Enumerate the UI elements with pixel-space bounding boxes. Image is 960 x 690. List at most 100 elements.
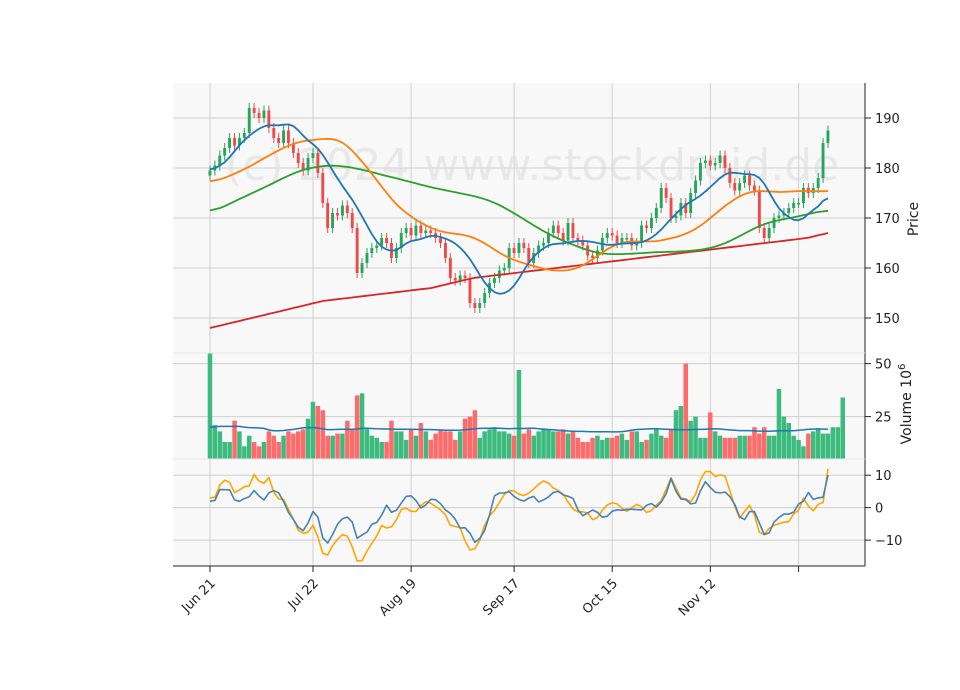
volume-bar <box>345 420 350 459</box>
ma-long-line <box>209 164 829 256</box>
volume-bar <box>605 437 610 459</box>
candle-body <box>394 248 398 258</box>
volume-bar <box>776 389 782 459</box>
ma-mid-line <box>209 137 829 272</box>
volume-bar <box>310 401 316 459</box>
candle-body <box>728 168 732 183</box>
volume-bar <box>379 442 384 459</box>
candle-body <box>556 225 560 233</box>
volume-bar <box>399 431 404 459</box>
candle-body <box>708 160 712 166</box>
volume-bar <box>815 429 821 459</box>
volume-bar <box>531 435 536 459</box>
candle-body <box>218 155 222 166</box>
volume-axis-title-exponent: 6 <box>897 364 908 370</box>
volume-bar <box>271 435 276 459</box>
volume-bar <box>477 437 482 459</box>
candle-body <box>777 215 781 218</box>
candle-body <box>370 248 374 253</box>
price-layer <box>208 103 830 329</box>
candle-body <box>802 188 805 203</box>
candle-body <box>620 238 624 243</box>
candle-body <box>473 303 477 308</box>
candle-body <box>375 245 379 248</box>
volume-bar <box>546 429 551 459</box>
candle-body <box>208 170 212 176</box>
volume-bar <box>747 435 752 459</box>
candle-body <box>527 248 531 263</box>
volume-bar <box>766 435 772 459</box>
volume-bar <box>335 433 340 459</box>
volume-bar <box>227 442 232 459</box>
volume-bar <box>551 431 556 459</box>
candle-body <box>699 163 702 181</box>
volume-bar <box>575 437 581 459</box>
candle-body <box>355 228 359 273</box>
candle-body <box>238 138 241 146</box>
volume-bar <box>781 416 787 459</box>
candle-body <box>321 173 325 203</box>
x-tick-label: Nov 12 <box>676 576 719 619</box>
candle-body <box>517 243 521 253</box>
candle-body <box>596 250 599 258</box>
volume-bar <box>693 416 698 459</box>
volume-bar <box>413 435 419 459</box>
candle-body <box>738 183 742 191</box>
candle-body <box>444 243 447 258</box>
volume-bar <box>359 393 365 459</box>
volume-bar <box>703 437 708 459</box>
volume-bar <box>467 416 473 459</box>
volume-bar <box>320 410 326 459</box>
candle-body <box>483 293 487 303</box>
candle-body <box>453 278 457 281</box>
volume-bar <box>541 429 546 459</box>
candle-body <box>277 138 281 143</box>
volume-y-tick-label: 50 <box>875 358 892 373</box>
volume-bar <box>462 418 468 459</box>
candle-body <box>448 258 452 278</box>
volume-bar <box>276 442 281 459</box>
candle-body <box>404 228 408 233</box>
candle-body <box>635 243 639 246</box>
candle-body <box>547 233 550 243</box>
volume-bar <box>614 435 620 459</box>
volume-bar <box>251 442 257 459</box>
volume-bar <box>791 435 796 459</box>
candle-body <box>242 133 246 138</box>
volume-bar <box>384 442 389 459</box>
candle-body <box>380 238 384 246</box>
volume-axis-title: Volume 106 <box>897 364 915 445</box>
volume-bar <box>609 437 615 459</box>
osc-y-tick-label: 10 <box>875 469 892 484</box>
volume-bar <box>732 437 738 459</box>
volume-bar <box>654 429 659 459</box>
volume-bar <box>502 431 507 459</box>
volume-bar <box>472 410 478 459</box>
candle-body <box>605 233 609 238</box>
candle-body <box>233 138 236 146</box>
volume-bar <box>820 433 826 459</box>
x-tick-label: Sep 17 <box>480 576 523 619</box>
volume-bar <box>668 429 674 459</box>
volume-bar <box>418 423 424 459</box>
volume-bar <box>835 427 841 459</box>
candle-body <box>797 203 800 205</box>
candle-body <box>645 225 648 228</box>
candle-body <box>326 203 330 228</box>
volume-bar <box>237 431 242 459</box>
volume-bar <box>281 435 286 459</box>
volume-bar <box>492 427 497 459</box>
volume-bar <box>453 439 458 459</box>
candle-body <box>399 233 403 248</box>
volume-bar <box>526 429 532 459</box>
candle-body <box>684 203 688 213</box>
volume-bar <box>742 435 747 459</box>
volume-bar <box>698 437 703 459</box>
volume-bar <box>840 397 845 459</box>
candle-body <box>419 225 423 233</box>
oscillator-layer <box>209 468 829 562</box>
volume-bar <box>663 437 669 459</box>
candle-body <box>576 238 580 241</box>
volume-bar <box>394 431 399 459</box>
